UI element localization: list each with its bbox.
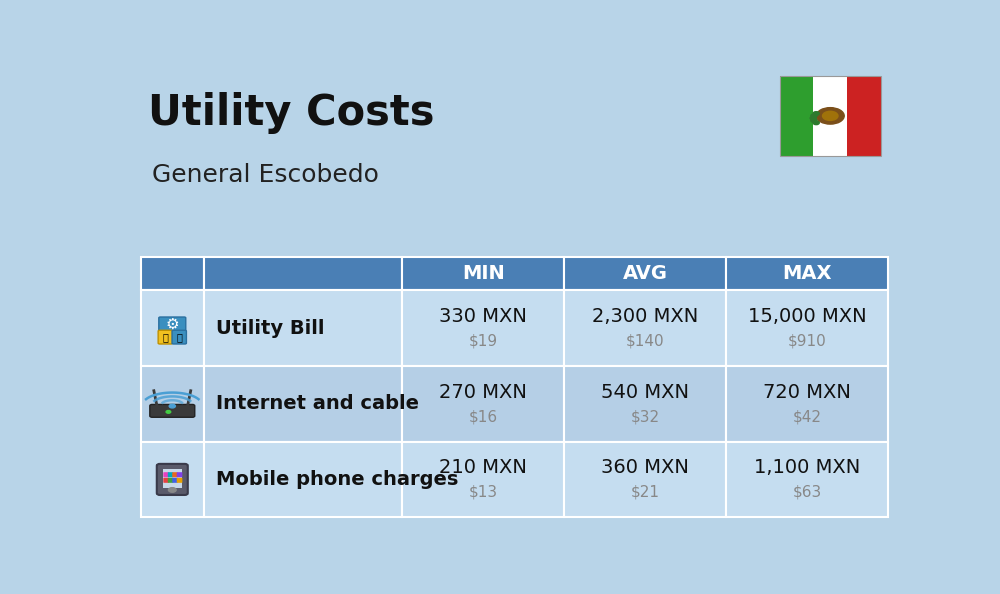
FancyBboxPatch shape (402, 366, 564, 441)
FancyBboxPatch shape (564, 366, 726, 441)
Circle shape (816, 108, 844, 124)
FancyBboxPatch shape (159, 317, 186, 331)
Text: 1,100 MXN: 1,100 MXN (754, 459, 860, 478)
FancyBboxPatch shape (726, 441, 888, 517)
FancyBboxPatch shape (150, 405, 195, 417)
Circle shape (822, 111, 838, 121)
Text: 360 MXN: 360 MXN (601, 459, 689, 478)
FancyBboxPatch shape (564, 257, 726, 290)
Text: $21: $21 (631, 485, 660, 500)
FancyBboxPatch shape (172, 472, 178, 477)
Text: $42: $42 (793, 409, 822, 424)
FancyBboxPatch shape (140, 441, 204, 517)
Text: 2,300 MXN: 2,300 MXN (592, 307, 698, 326)
Circle shape (813, 121, 819, 125)
Text: 330 MXN: 330 MXN (439, 307, 527, 326)
FancyBboxPatch shape (402, 257, 564, 290)
FancyBboxPatch shape (140, 366, 204, 441)
FancyBboxPatch shape (177, 472, 182, 477)
FancyBboxPatch shape (168, 472, 173, 477)
FancyBboxPatch shape (726, 366, 888, 441)
Text: 270 MXN: 270 MXN (439, 383, 527, 402)
Circle shape (166, 410, 171, 413)
Text: 210 MXN: 210 MXN (439, 459, 527, 478)
FancyBboxPatch shape (163, 478, 169, 483)
Text: $63: $63 (793, 485, 822, 500)
Text: Internet and cable: Internet and cable (216, 394, 419, 413)
FancyBboxPatch shape (140, 290, 204, 366)
FancyBboxPatch shape (402, 290, 564, 366)
FancyBboxPatch shape (204, 441, 402, 517)
FancyBboxPatch shape (780, 76, 813, 156)
Text: $19: $19 (469, 333, 498, 349)
Text: 720 MXN: 720 MXN (763, 383, 851, 402)
Circle shape (811, 119, 817, 122)
FancyBboxPatch shape (564, 290, 726, 366)
Text: $140: $140 (626, 333, 665, 349)
FancyBboxPatch shape (140, 257, 204, 290)
Text: ⚙: ⚙ (165, 317, 179, 331)
FancyBboxPatch shape (158, 330, 173, 344)
FancyBboxPatch shape (564, 441, 726, 517)
Circle shape (811, 114, 817, 118)
Circle shape (813, 112, 819, 115)
FancyBboxPatch shape (163, 469, 182, 488)
Text: 🔌: 🔌 (162, 332, 168, 342)
FancyBboxPatch shape (204, 366, 402, 441)
Circle shape (168, 488, 176, 492)
Circle shape (810, 116, 816, 120)
FancyBboxPatch shape (204, 257, 402, 290)
Text: Mobile phone charges: Mobile phone charges (216, 470, 458, 489)
FancyBboxPatch shape (813, 76, 847, 156)
FancyBboxPatch shape (177, 478, 182, 483)
Text: Utility Costs: Utility Costs (148, 92, 435, 134)
Text: MAX: MAX (783, 264, 832, 283)
FancyBboxPatch shape (163, 472, 169, 477)
Text: MIN: MIN (462, 264, 505, 283)
FancyBboxPatch shape (157, 464, 188, 495)
FancyBboxPatch shape (168, 478, 173, 483)
FancyBboxPatch shape (726, 290, 888, 366)
FancyBboxPatch shape (726, 257, 888, 290)
Text: Utility Bill: Utility Bill (216, 319, 324, 338)
FancyBboxPatch shape (172, 330, 186, 344)
Text: 540 MXN: 540 MXN (601, 383, 689, 402)
FancyBboxPatch shape (402, 441, 564, 517)
Circle shape (169, 405, 175, 408)
Text: 15,000 MXN: 15,000 MXN (748, 307, 867, 326)
Text: 💧: 💧 (176, 332, 182, 342)
Text: $13: $13 (469, 485, 498, 500)
FancyBboxPatch shape (847, 76, 881, 156)
Text: $910: $910 (788, 333, 827, 349)
Text: General Escobedo: General Escobedo (152, 163, 379, 187)
Text: $32: $32 (631, 409, 660, 424)
FancyBboxPatch shape (172, 478, 178, 483)
Text: $16: $16 (469, 409, 498, 424)
Text: AVG: AVG (623, 264, 668, 283)
FancyBboxPatch shape (204, 290, 402, 366)
